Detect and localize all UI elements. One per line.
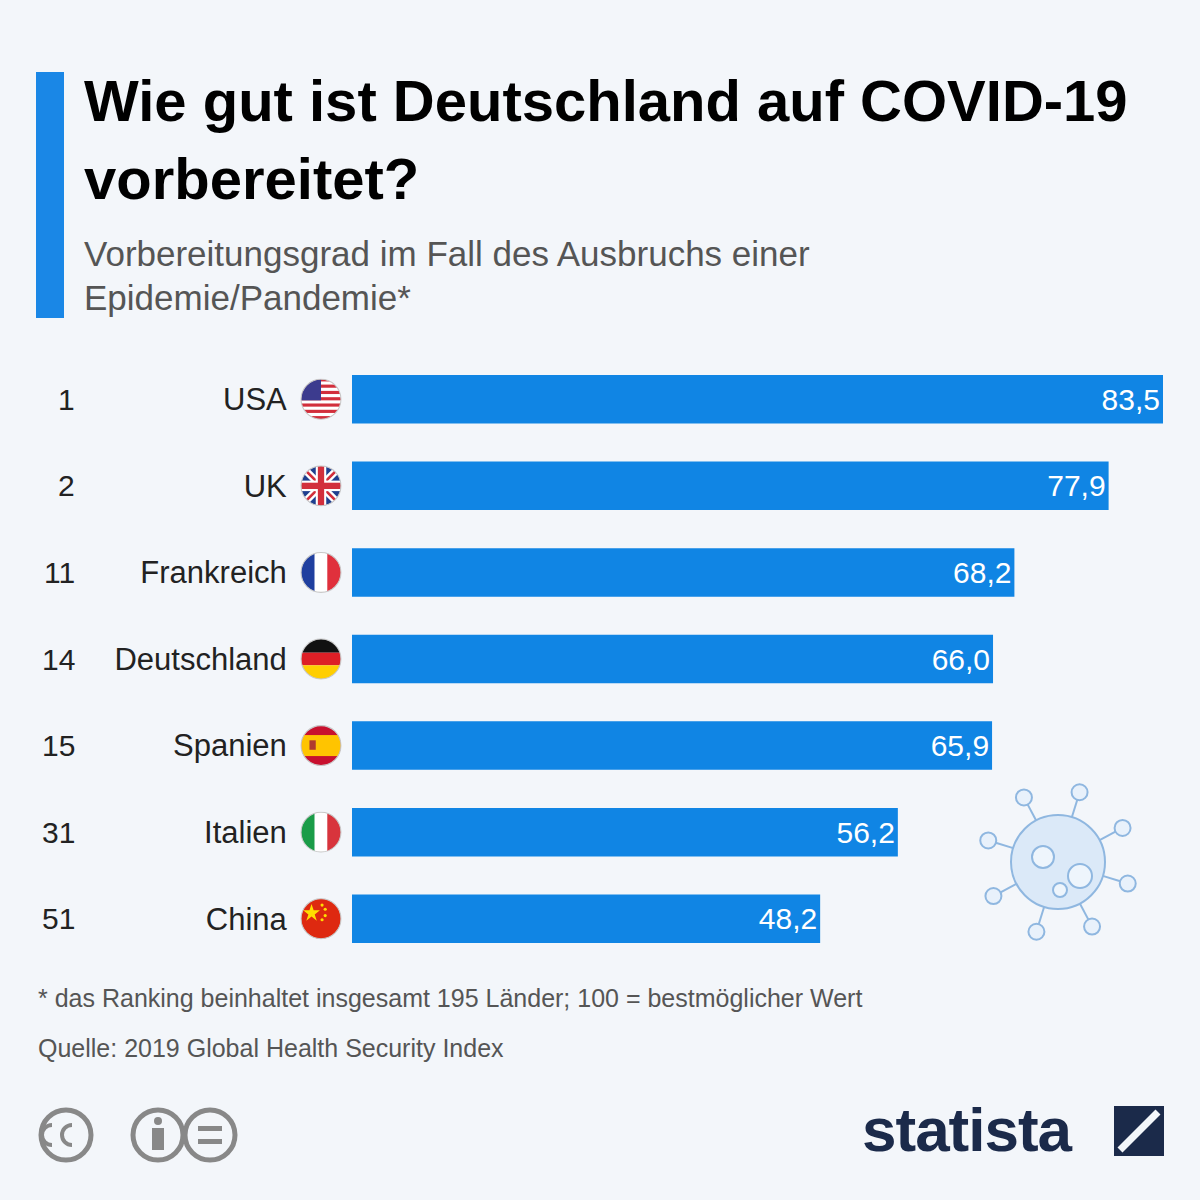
svg-text:66,0: 66,0 [932, 643, 990, 676]
html-text:* das Ranking beinhaltet insge: * das Ranking beinhaltet insgesamt 195 L… [38, 984, 863, 1012]
html-text:statista: statista [862, 1095, 1072, 1164]
svg-text:68,2: 68,2 [953, 556, 1011, 589]
svg-text:83,5: 83,5 [1102, 383, 1160, 416]
svg-text:48,2: 48,2 [759, 902, 817, 935]
svg-text:USA: USA [223, 382, 287, 417]
html-text:Vorbereitungsgrad im Fall des: Vorbereitungsgrad im Fall des Ausbruchs … [84, 234, 810, 317]
svg-text:Deutschland: Deutschland [114, 642, 286, 677]
svg-text:14: 14 [42, 643, 75, 676]
svg-text:Italien: Italien [204, 815, 287, 850]
svg-text:65,9: 65,9 [931, 729, 989, 762]
svg-text:77,9: 77,9 [1047, 469, 1105, 502]
svg-text:Spanien: Spanien [173, 728, 287, 763]
svg-text:UK: UK [244, 469, 287, 504]
svg-text:51: 51 [42, 902, 75, 935]
svg-text:2: 2 [58, 469, 75, 502]
svg-text:56,2: 56,2 [836, 816, 894, 849]
svg-text:1: 1 [58, 383, 75, 416]
svg-text:Frankreich: Frankreich [140, 555, 286, 590]
html-text:Quelle: 2019 Global Health Sec: Quelle: 2019 Global Health Security Inde… [38, 1034, 504, 1062]
svg-text:31: 31 [42, 816, 75, 849]
html-text:Wie gut ist Deutschland auf CO: Wie gut ist Deutschland auf COVID-19 vor… [84, 68, 1128, 211]
svg-text:11: 11 [44, 556, 75, 589]
svg-text:China: China [206, 902, 288, 937]
svg-text:15: 15 [42, 729, 75, 762]
